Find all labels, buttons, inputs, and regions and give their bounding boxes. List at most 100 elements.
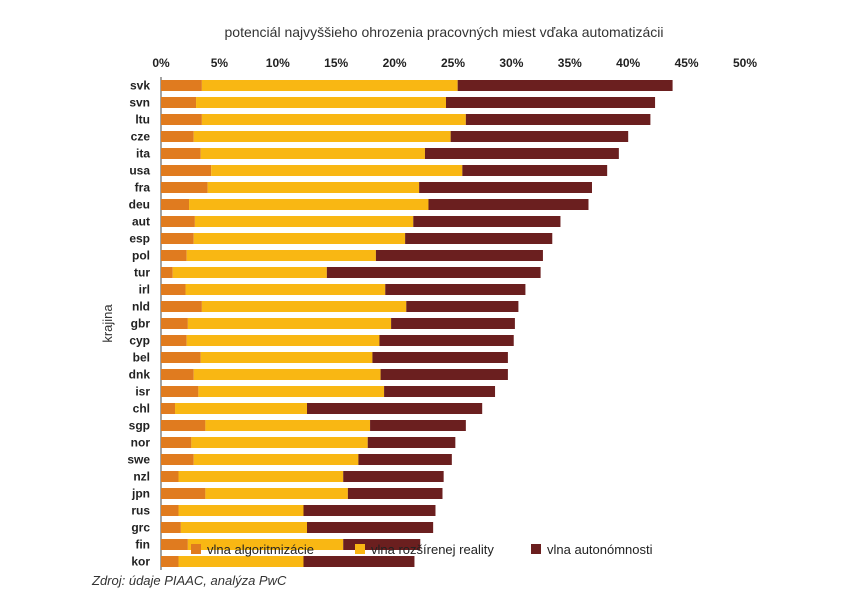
bar-segment-3	[405, 233, 553, 244]
bar-segment-1	[161, 131, 194, 142]
category-label: kor	[131, 555, 150, 569]
x-tick-label: 35%	[558, 56, 582, 70]
bar-segment-3	[303, 505, 436, 516]
bar-segment-2	[187, 318, 392, 329]
x-tick-label: 30%	[499, 56, 523, 70]
category-label: fin	[135, 538, 150, 552]
legend-label: vlna autonómnosti	[547, 542, 653, 557]
bar-segment-2	[178, 556, 304, 567]
bar-segment-1	[161, 369, 194, 380]
category-label: cze	[131, 130, 151, 144]
bar-segment-3	[303, 556, 415, 567]
bar-segment-1	[161, 216, 195, 227]
bar-segment-1	[161, 420, 206, 431]
category-label: gbr	[131, 317, 151, 331]
category-label: usa	[129, 164, 150, 178]
bar-segment-1	[161, 114, 202, 125]
legend: vlna algoritmizácie vlna rozšírenej reali…	[191, 542, 653, 557]
bar-segment-1	[161, 437, 192, 448]
category-label: aut	[132, 215, 150, 229]
category-label: irl	[139, 283, 150, 297]
bar-segment-2	[211, 165, 463, 176]
x-tick-label: 5%	[211, 56, 229, 70]
category-label: isr	[135, 385, 150, 399]
category-label: grc	[131, 521, 150, 535]
category-label: dnk	[129, 368, 151, 382]
bar-segment-1	[161, 386, 199, 397]
bar-segment-3	[384, 386, 496, 397]
category-label: pol	[132, 249, 150, 263]
bar-segment-2	[201, 114, 466, 125]
bar-segment-1	[161, 556, 179, 567]
y-axis-label: krajina	[100, 304, 115, 343]
bar-segment-3	[307, 403, 483, 414]
bar-segment-2	[196, 97, 446, 108]
bar-segment-2	[178, 471, 344, 482]
category-label: svn	[129, 96, 150, 110]
bar-segment-3	[343, 539, 421, 550]
category-label: fra	[135, 181, 151, 195]
bar-segment-1	[161, 471, 179, 482]
bar-segment-1	[161, 97, 197, 108]
bar-segment-3	[380, 369, 508, 380]
bar-segment-3	[419, 182, 592, 193]
legend-label: vlna rozšírenej reality	[371, 542, 494, 557]
bar-segment-2	[193, 369, 381, 380]
bar-segment-1	[161, 267, 173, 278]
bar-segment-2	[205, 488, 348, 499]
chart-title: potenciál najvyššieho ohrozenia pracovný…	[225, 24, 664, 40]
bar-segment-2	[186, 335, 380, 346]
bar-segment-3	[379, 335, 514, 346]
bar-segment-1	[161, 80, 202, 91]
bar-segment-2	[200, 148, 425, 159]
bar-segment-1	[161, 522, 181, 533]
x-tick-label: 0%	[152, 56, 170, 70]
bar-segment-2	[187, 539, 344, 550]
bar-segment-2	[201, 301, 407, 312]
bar-segment-1	[161, 199, 190, 210]
bar-segment-1	[161, 352, 201, 363]
bar-segment-2	[200, 352, 373, 363]
category-label: nld	[132, 300, 150, 314]
bar-segment-3	[343, 471, 444, 482]
category-label: esp	[129, 232, 150, 246]
category-label: jpn	[131, 487, 150, 501]
category-label: deu	[129, 198, 150, 212]
bar-segment-1	[161, 182, 208, 193]
bar-segment-1	[161, 165, 212, 176]
category-label: tur	[134, 266, 150, 280]
bar-segment-2	[191, 437, 368, 448]
bar-segment-1	[161, 505, 179, 516]
bar-segment-1	[161, 488, 206, 499]
x-tick-label: 25%	[441, 56, 465, 70]
bar-segment-3	[358, 454, 452, 465]
bar-segment-1	[161, 301, 202, 312]
bar-segment-3	[370, 420, 466, 431]
bar-segment-2	[205, 420, 371, 431]
bar-segment-2	[193, 454, 359, 465]
bar-segment-3	[326, 267, 541, 278]
legend-label: vlna algoritmizácie	[207, 542, 314, 557]
bar-segment-1	[161, 318, 188, 329]
bars	[161, 80, 673, 567]
bar-segment-3	[391, 318, 515, 329]
category-label: nor	[131, 436, 151, 450]
bar-segment-2	[189, 199, 429, 210]
bar-segment-2	[194, 216, 414, 227]
x-tick-label: 20%	[383, 56, 407, 70]
bar-segment-3	[462, 165, 608, 176]
bar-segment-3	[367, 437, 456, 448]
category-labels: svk svn ltu cze ita usa fra deu aut esp pol tur irl n…	[127, 79, 150, 569]
x-tick-label: 10%	[266, 56, 290, 70]
bar-segment-3	[413, 216, 561, 227]
legend-swatch	[531, 544, 541, 554]
bar-segment-3	[347, 488, 443, 499]
bar-segment-3	[375, 250, 543, 261]
x-tick-label: 15%	[324, 56, 348, 70]
category-label: ltu	[135, 113, 150, 127]
bar-segment-2	[175, 403, 307, 414]
bar-segment-2	[201, 80, 458, 91]
category-label: ita	[136, 147, 150, 161]
category-label: svk	[130, 79, 150, 93]
